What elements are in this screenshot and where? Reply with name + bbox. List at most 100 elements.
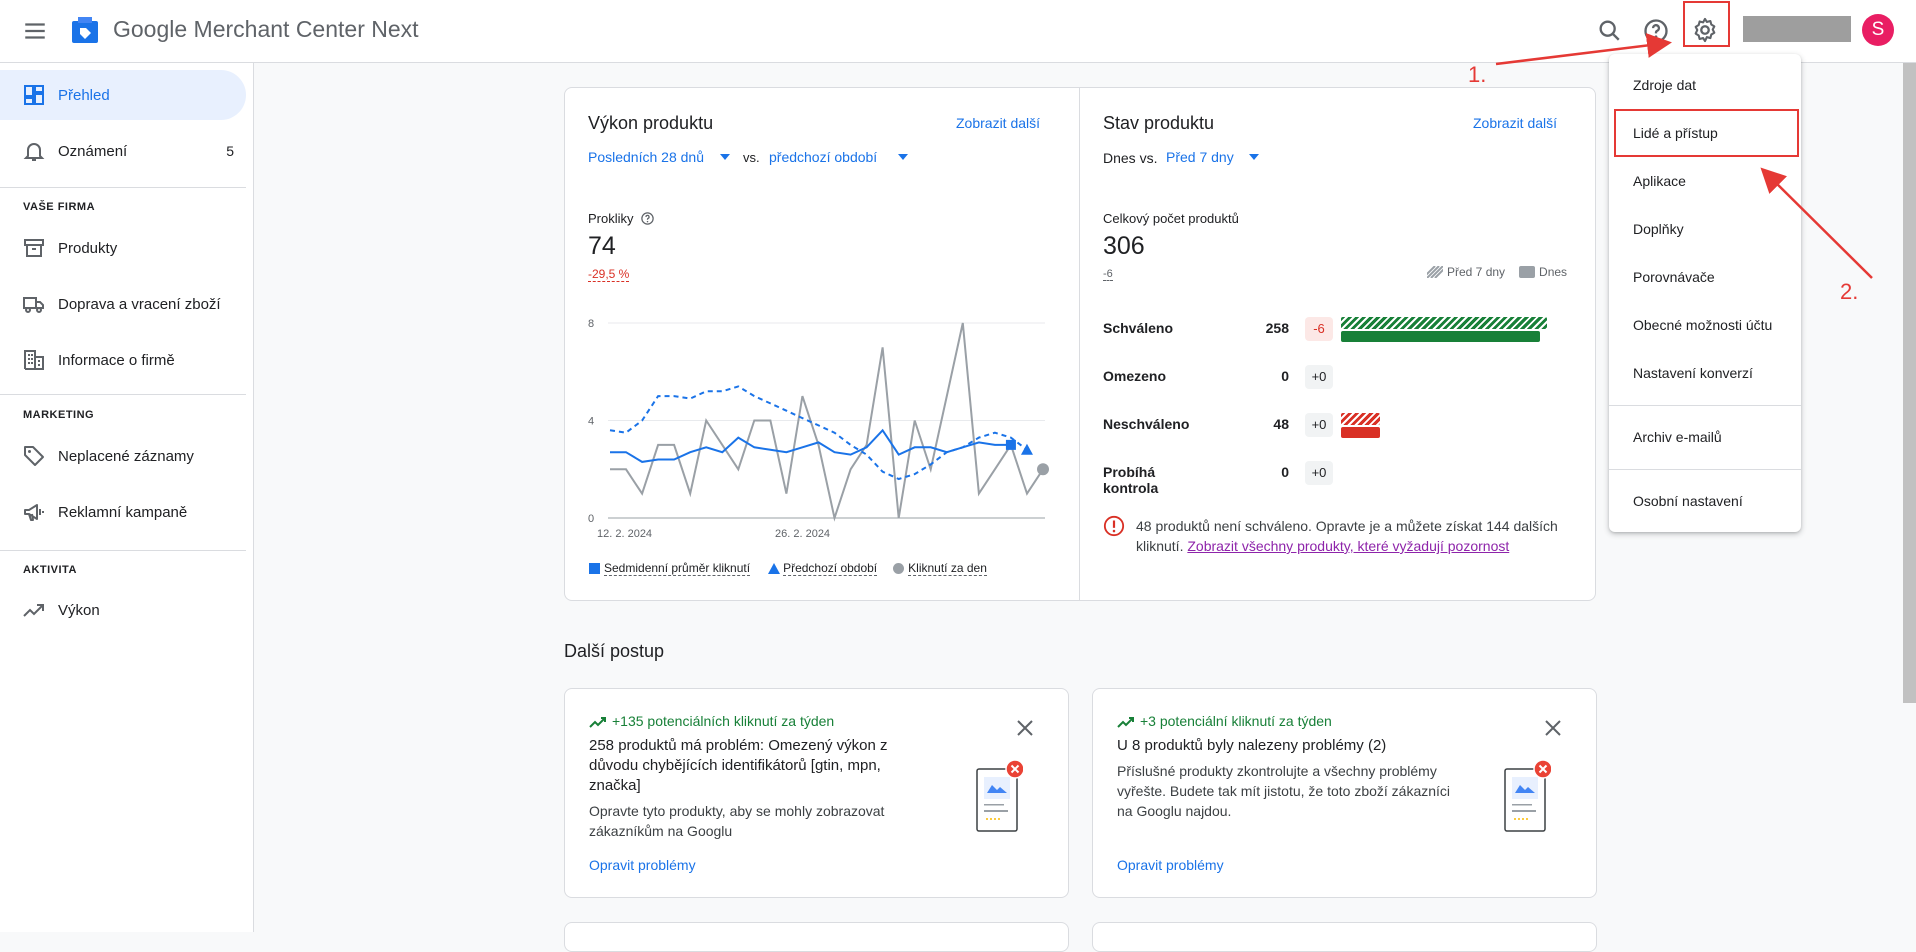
menu-item-comparison-shopping[interactable]: Porovnávače [1609, 254, 1801, 302]
menu-item-label: Obecné možnosti účtu [1633, 317, 1773, 333]
next-steps-title: Další postup [564, 641, 665, 661]
search-icon[interactable] [1596, 17, 1624, 45]
alert-text: 48 produktů není schváleno. Opravte je a… [1136, 518, 1558, 554]
sidebar-item-ad-campaigns[interactable]: Reklamní kampaně [0, 487, 246, 537]
sidebar-item-overview[interactable]: Přehled [0, 70, 246, 120]
help-icon[interactable] [640, 211, 655, 226]
avatar[interactable]: S [1862, 14, 1894, 46]
menu-item-account-settings[interactable]: Obecné možnosti účtu [1609, 302, 1801, 350]
archive-icon [24, 239, 44, 257]
menu-item-add-ons[interactable]: Doplňky [1609, 206, 1801, 254]
divider [0, 394, 246, 395]
sidebar-item-notifications[interactable]: Oznámení 5 [0, 126, 246, 176]
alert-link[interactable]: Zobrazit všechny produkty, které vyžaduj… [1187, 538, 1510, 554]
sidebar-item-label: Přehled [58, 86, 110, 104]
series-end-marker-square [1005, 439, 1016, 450]
truck-icon [23, 297, 44, 313]
menu-item-personal-settings[interactable]: Osobní nastavení [1609, 478, 1801, 526]
status-bar-previous [1341, 413, 1380, 425]
chevron-down-icon[interactable] [898, 154, 908, 160]
menu-item-label: Nastavení konverzí [1633, 365, 1753, 381]
trending-up-icon [589, 717, 606, 728]
gear-icon[interactable] [1691, 16, 1719, 44]
menu-item-apps[interactable]: Aplikace [1609, 158, 1801, 206]
metric-label: Prokliky [588, 211, 634, 226]
y-tick-label: 8 [588, 318, 594, 330]
sidebar-item-performance[interactable]: Výkon [0, 585, 246, 635]
status-row-label: Neschváleno [1103, 416, 1190, 432]
status-row-value: 48 [1273, 416, 1289, 432]
help-icon[interactable] [1642, 17, 1670, 45]
recommendation-card: +3 potenciální kliknutí za týden U 8 pro… [1092, 688, 1597, 898]
menu-item-label: Archiv e-mailů [1633, 429, 1722, 445]
sidebar-item-shipping[interactable]: Doprava a vracení zboží [0, 279, 246, 329]
dashboard-icon [24, 85, 44, 105]
sidebar-item-products[interactable]: Produkty [0, 223, 246, 273]
alert-message: 48 produktů není schváleno. Opravte je a… [1136, 516, 1576, 556]
error-icon [1103, 515, 1125, 537]
status-bar-previous [1341, 317, 1547, 329]
solid-legend-marker [1519, 266, 1536, 278]
legend-item[interactable]: Kliknutí za den [908, 561, 987, 576]
status-legend: Před 7 dny Dnes [1427, 265, 1567, 279]
recommendation-title: U 8 produktů byly nalezeny problémy (2) [1117, 737, 1387, 754]
menu-divider [1609, 469, 1801, 470]
recommendation-body: Opravte tyto produkty, aby se mohly zobr… [589, 803, 885, 839]
total-label: Celkový počet produktů [1103, 211, 1239, 226]
status-compare-dropdown[interactable]: Před 7 dny [1166, 149, 1234, 165]
menu-item-conversion-settings[interactable]: Nastavení konverzí [1609, 350, 1801, 398]
building-icon [24, 350, 44, 370]
total-value: 306 [1103, 232, 1145, 260]
menu-item-label: Aplikace [1633, 173, 1686, 189]
trending-icon [23, 604, 44, 617]
close-icon[interactable] [1544, 719, 1562, 737]
overview-card [564, 87, 1596, 601]
account-name-redacted[interactable] [1743, 16, 1851, 42]
series-end-marker-triangle [1020, 443, 1033, 455]
status-bar-today [1341, 427, 1380, 438]
section-heading: AKTIVITA [23, 564, 77, 576]
sidebar-item-business-info[interactable]: Informace o firmě [0, 335, 246, 385]
product-issue-illustration-icon [976, 759, 1023, 832]
metric-change: -29,5 % [588, 267, 630, 282]
period-dropdown[interactable]: Posledních 28 dnů [588, 149, 704, 165]
legend-circle-marker [893, 563, 905, 574]
menu-icon[interactable] [22, 18, 48, 44]
sidebar-item-label: Produkty [58, 239, 118, 257]
y-tick-label: 0 [588, 513, 594, 525]
fix-issues-link[interactable]: Opravit problémy [1117, 857, 1224, 873]
status-row-label: Probíhá kontrola [1103, 464, 1159, 496]
legend-label: Dnes [1539, 265, 1568, 279]
performance-line-chart: 0 4 8 12. 2. 2024 26. 2. 2024 [588, 318, 1049, 540]
status-row-change: +0 [1305, 365, 1333, 389]
chevron-down-icon[interactable] [720, 154, 730, 160]
close-icon[interactable] [1016, 719, 1034, 737]
legend-item[interactable]: Předchozí období [783, 561, 878, 576]
x-tick-label: 26. 2. 2024 [775, 528, 830, 540]
fix-issues-link[interactable]: Opravit problémy [589, 857, 696, 873]
status-bar-today [1341, 331, 1540, 342]
legend-item[interactable]: Sedmidenní průměr kliknutí [604, 561, 751, 576]
scrollbar[interactable] [1903, 63, 1916, 703]
section-heading: MARKETING [23, 409, 95, 421]
hatched-legend-marker [1427, 266, 1443, 278]
performance-title: Výkon produktu [588, 113, 714, 133]
sidebar-item-label: Oznámení [58, 142, 128, 160]
status-more-link[interactable]: Zobrazit další [1473, 115, 1558, 131]
series-line-previous-period [609, 385, 1028, 481]
status-row-change: -6 [1305, 317, 1333, 341]
menu-divider [1609, 405, 1801, 406]
menu-item-data-sources[interactable]: Zdroje dat [1609, 62, 1801, 110]
settings-menu: Zdroje dat Lidé a přístup Aplikace Doplň… [1609, 54, 1801, 532]
chevron-down-icon[interactable] [1249, 154, 1259, 160]
status-row-change: +0 [1305, 461, 1333, 485]
chart-legend: Sedmidenní průměr kliknutí Předchozí obd… [589, 561, 987, 576]
sidebar-item-free-listings[interactable]: Neplacené záznamy [0, 431, 246, 481]
performance-more-link[interactable]: Zobrazit další [956, 115, 1041, 131]
menu-item-label: Osobní nastavení [1633, 493, 1743, 509]
legend-triangle-marker [768, 563, 781, 574]
compare-dropdown[interactable]: předchozí období [769, 149, 878, 165]
sidebar: Přehled Oznámení 5 VAŠE FIRMA Produkty D… [0, 63, 254, 932]
menu-item-people-access[interactable]: Lidé a přístup [1609, 110, 1801, 158]
menu-item-email-archive[interactable]: Archiv e-mailů [1609, 414, 1801, 462]
